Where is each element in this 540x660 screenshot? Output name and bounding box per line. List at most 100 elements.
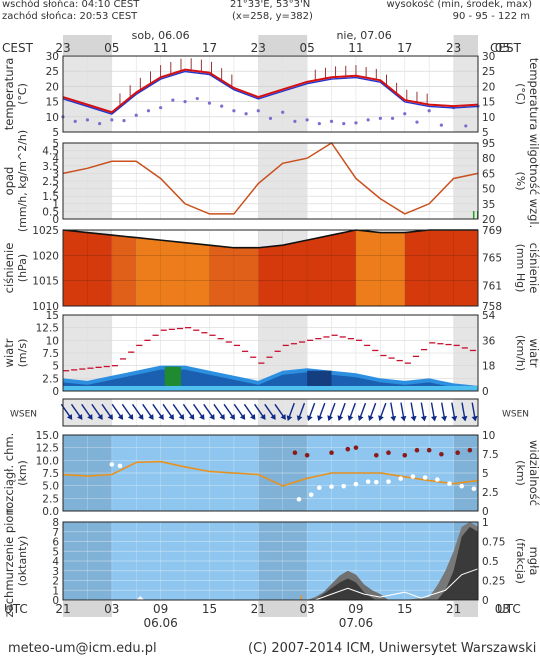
cloud-ytick-left: 2 bbox=[52, 576, 59, 588]
wind-arrow-head bbox=[66, 414, 73, 420]
temp-ytick-right: 25 bbox=[482, 66, 495, 78]
coords-text: 21°33'E, 53°3'N bbox=[230, 0, 311, 10]
top-axis-night bbox=[258, 35, 308, 55]
precip-right-unit: (%) bbox=[514, 171, 527, 190]
precip-ytick-left: 0.5 bbox=[42, 206, 59, 218]
precip-ytick-left: 0 bbox=[52, 214, 59, 226]
ground-min-point bbox=[293, 119, 297, 123]
cloud-base-point bbox=[109, 462, 115, 467]
cloud-top-point bbox=[353, 445, 359, 450]
wind-arrow bbox=[152, 403, 164, 420]
cloudbase-ytick-right: 2.5 bbox=[482, 487, 499, 499]
wind-arrow bbox=[182, 403, 195, 420]
precip-ytick-right: 20 bbox=[482, 214, 495, 226]
cloud-ytick-right: 0.25 bbox=[482, 576, 505, 588]
wind-ytick-right: 0 bbox=[482, 386, 489, 398]
wind-panel-frame bbox=[62, 314, 479, 392]
wind-arrow-head bbox=[410, 415, 417, 422]
pressure-line bbox=[62, 229, 478, 249]
temp-blue-line bbox=[62, 70, 479, 115]
temp-ytick-right: 15 bbox=[482, 97, 495, 109]
wind-arrow-head bbox=[168, 414, 174, 420]
wind-arrow-head bbox=[97, 414, 103, 420]
wind-arrow-head bbox=[317, 415, 323, 421]
temp-left-unit: (°C) bbox=[16, 83, 29, 105]
dewpoint-point bbox=[403, 112, 407, 116]
ground-min-point bbox=[73, 119, 77, 123]
cloud-right-unit: (frakcja) bbox=[514, 538, 527, 584]
pressure-band bbox=[355, 230, 405, 306]
cloud-ytick-right: 1 bbox=[482, 517, 489, 529]
wind-arrow bbox=[461, 402, 468, 422]
footer-copyright: (C) 2007-2014 ICM, Uniwersytet Warszawsk… bbox=[248, 641, 537, 656]
wind-arrow bbox=[306, 402, 316, 421]
wind-arrow-head bbox=[249, 414, 256, 420]
cloudbase-ytick-right: 10 bbox=[482, 430, 495, 442]
cloud-base-point bbox=[117, 463, 123, 469]
wind-arrow-head bbox=[148, 414, 154, 420]
dewpoint-point bbox=[281, 110, 285, 114]
bottom-axis-night bbox=[63, 601, 112, 617]
ground-min-point bbox=[146, 109, 151, 113]
wind-arrow-head bbox=[188, 414, 195, 420]
wind-left-label: wiatr bbox=[2, 338, 16, 367]
temp-ytick-left: 25 bbox=[46, 66, 59, 78]
precip-ytick-right: 95 bbox=[482, 138, 495, 150]
cloud-base-point bbox=[296, 497, 302, 502]
wind-arrow bbox=[203, 403, 215, 420]
wind-arrow bbox=[223, 403, 235, 420]
temp-ytick-left: 20 bbox=[46, 81, 59, 93]
pressure-right-unit: (mm Hg) bbox=[514, 244, 527, 293]
cloud-top-point bbox=[386, 450, 391, 456]
precip-ytick-left: 4.5 bbox=[42, 146, 59, 158]
wind-arrow-head bbox=[430, 415, 437, 422]
wind-arrow-head bbox=[420, 415, 427, 422]
top-hour-label: 11 bbox=[153, 41, 168, 55]
wind-arrow bbox=[70, 403, 83, 420]
bottom-zone-label: UTC bbox=[4, 602, 28, 616]
wind-arrow-head bbox=[209, 414, 215, 420]
cloud-base-point bbox=[386, 479, 391, 484]
pressure-right-label: ciśnienie bbox=[527, 243, 540, 294]
bottom-hour-label: 09 bbox=[348, 602, 363, 616]
dewpoint-point bbox=[232, 109, 236, 113]
top-hour-label: 23 bbox=[251, 41, 266, 55]
bottom-hour-label: 15 bbox=[397, 602, 412, 616]
wind-arrow bbox=[357, 402, 367, 421]
ground-min-point bbox=[366, 118, 370, 122]
cloud-base-point bbox=[308, 492, 314, 498]
fog-line bbox=[315, 568, 479, 601]
footer-email[interactable]: meteo-um@icm.edu.pl bbox=[8, 641, 157, 656]
cloud-ytick-left: 3 bbox=[52, 566, 59, 578]
temp-ytick-left: 5 bbox=[52, 127, 59, 139]
precip-panel-frame bbox=[62, 142, 479, 220]
precip-left-unit: (mm/h, kg/m^2/h) bbox=[16, 130, 29, 232]
precip-ytick-right: 80 bbox=[482, 153, 495, 165]
wind-arrow-head bbox=[87, 414, 93, 420]
wind-arrow bbox=[286, 402, 295, 421]
wind-arrow bbox=[142, 403, 154, 420]
temp-ytick-left: 15 bbox=[46, 97, 59, 109]
cloud-base-point bbox=[398, 476, 403, 481]
bottom-hour-label: 03 bbox=[495, 602, 510, 616]
dewpoint-point bbox=[354, 121, 358, 125]
wind-arrow bbox=[101, 403, 113, 420]
dewpoint-point bbox=[207, 101, 212, 105]
precip-ytick-left: 3.5 bbox=[42, 161, 59, 173]
cloud-top-point bbox=[402, 452, 408, 458]
top-day1-label: sob, 06.06 bbox=[132, 29, 190, 42]
pressure-band bbox=[111, 230, 137, 306]
cloudbase-panel-frame bbox=[62, 434, 479, 512]
pressure-ytick-right: 761 bbox=[482, 280, 502, 292]
wind-ytick-right: 18 bbox=[482, 361, 495, 373]
dewpoint-point bbox=[378, 116, 382, 120]
top-hour-label: 23 bbox=[55, 41, 70, 55]
cloudbase-ytick-left: 2.5 bbox=[42, 493, 59, 505]
wind-arrow-head bbox=[117, 414, 124, 420]
dewpoint-point bbox=[85, 118, 90, 122]
wind-arrow bbox=[254, 403, 266, 420]
wind-ytick-left: 5 bbox=[52, 361, 59, 373]
cloudbase-ytick-left: 5.0 bbox=[42, 481, 59, 493]
winddir-left-label: WSEN bbox=[10, 410, 37, 420]
cloud-base-point bbox=[341, 483, 347, 489]
